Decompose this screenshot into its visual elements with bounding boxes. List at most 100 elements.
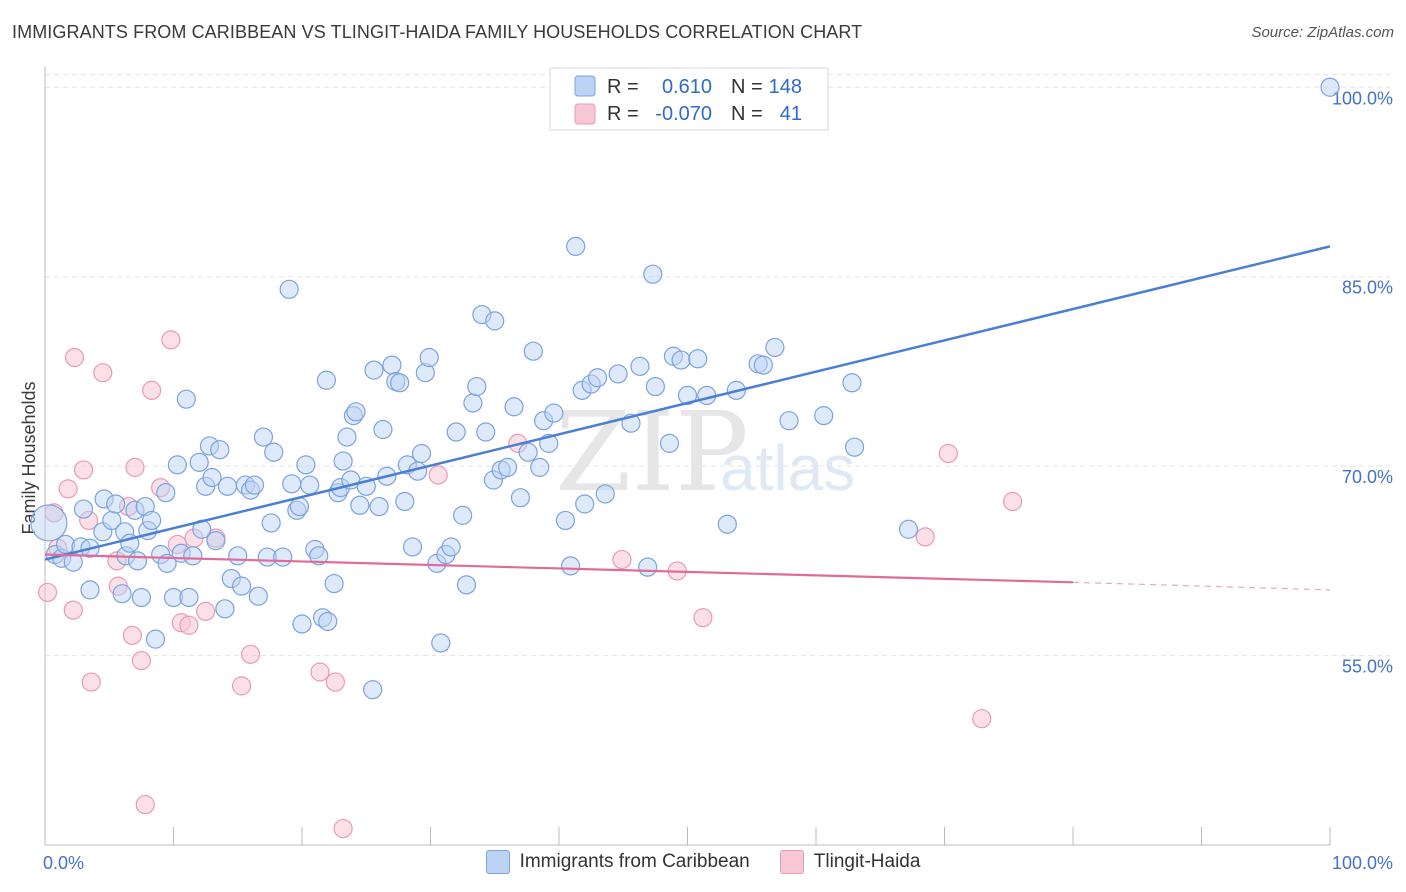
data-point-caribbean: [244, 475, 265, 495]
data-point-tlingit: [693, 608, 713, 628]
data-point-caribbean: [411, 443, 432, 464]
data-point-tlingit: [81, 672, 101, 692]
data-point-caribbean: [206, 531, 226, 551]
data-point-caribbean: [210, 440, 230, 460]
data-point-caribbean: [202, 467, 222, 488]
data-point-tlingit: [612, 549, 632, 570]
data-point-caribbean: [30, 504, 68, 542]
data-point-caribbean: [530, 457, 550, 477]
data-point-caribbean: [587, 368, 608, 388]
data-point-caribbean: [431, 633, 451, 653]
data-point-caribbean: [106, 494, 126, 514]
data-point-caribbean: [217, 476, 238, 496]
series-legend: Immigrants from Caribbean Tlingit-Haida: [0, 850, 1406, 874]
legend-item-tlingit: Tlingit-Haida: [779, 850, 921, 874]
data-point-caribbean: [643, 264, 663, 284]
y-tick-label: 70.0%: [1342, 467, 1393, 487]
legend-n-value-blue: 148: [769, 76, 802, 98]
data-point-caribbean: [273, 547, 293, 567]
legend-n-label: N =: [731, 76, 763, 98]
data-point-tlingit: [122, 625, 142, 645]
data-point-caribbean: [467, 376, 487, 397]
data-point-tlingit: [241, 644, 261, 664]
legend-label-caribbean: Immigrants from Caribbean: [519, 851, 750, 872]
data-point-caribbean: [446, 422, 466, 442]
legend-r-label: R =: [607, 76, 639, 98]
data-point-caribbean: [369, 496, 389, 517]
data-point-tlingit: [179, 615, 199, 635]
data-point-caribbean: [560, 556, 581, 576]
data-point-tlingit: [135, 794, 155, 815]
data-point-caribbean: [765, 337, 785, 358]
data-point-tlingit: [58, 479, 78, 499]
data-point-caribbean: [645, 376, 665, 397]
y-tick-labels: 55.0% 70.0% 85.0% 100.0%: [1332, 88, 1393, 676]
data-point-tlingit: [37, 582, 58, 603]
chart-title: IMMIGRANTS FROM CARIBBEAN VS TLINGIT-HAI…: [12, 22, 863, 42]
data-point-caribbean: [261, 513, 281, 533]
data-point-caribbean: [300, 475, 320, 495]
data-point-caribbean: [333, 451, 353, 471]
data-point-caribbean: [373, 419, 393, 440]
data-point-tlingit: [73, 460, 94, 480]
data-point-caribbean: [390, 373, 410, 393]
watermark-zip: ZIP: [555, 388, 749, 516]
legend-label-tlingit: Tlingit-Haida: [813, 851, 921, 872]
data-point-caribbean: [337, 427, 357, 447]
data-point-caribbean: [575, 494, 595, 514]
data-point-caribbean: [898, 519, 919, 539]
data-point-caribbean: [346, 402, 366, 422]
data-point-caribbean: [638, 557, 658, 577]
data-point-caribbean: [279, 279, 299, 299]
legend-item-caribbean: Immigrants from Caribbean: [485, 850, 750, 874]
legend-swatch-pink: [779, 850, 804, 874]
data-point-caribbean: [844, 437, 865, 457]
data-point-caribbean: [717, 514, 737, 534]
data-point-tlingit: [64, 347, 85, 368]
legend-r-label: R =: [607, 103, 639, 125]
trend-line-tlingit-extension: [1072, 581, 1331, 591]
legend-r-value-pink: -0.070: [655, 103, 712, 125]
gridlines: [45, 74, 1390, 657]
data-point-caribbean: [363, 680, 383, 700]
data-point-caribbean: [510, 488, 531, 508]
data-point-caribbean: [127, 551, 148, 571]
data-point-caribbean: [485, 311, 505, 331]
data-point-caribbean: [419, 347, 439, 368]
data-point-caribbean: [1320, 77, 1340, 97]
data-point-caribbean: [402, 537, 423, 557]
data-point-caribbean: [395, 491, 415, 512]
data-point-caribbean: [688, 349, 708, 369]
data-point-caribbean: [156, 483, 176, 503]
legend-n-value-pink: 41: [780, 103, 802, 125]
data-point-caribbean: [671, 350, 691, 370]
data-point-caribbean: [248, 586, 268, 606]
tlingit-haida-points: [37, 330, 1023, 839]
data-point-caribbean: [232, 576, 252, 596]
legend-swatch-pink: [574, 103, 596, 125]
data-point-caribbean: [350, 495, 370, 515]
data-point-caribbean: [595, 484, 615, 504]
data-point-caribbean: [176, 389, 196, 409]
data-point-caribbean: [167, 455, 187, 475]
data-point-caribbean: [316, 370, 337, 390]
data-point-caribbean: [282, 474, 302, 494]
data-point-caribbean: [73, 499, 94, 519]
y-tick-label: 100.0%: [1332, 88, 1393, 108]
data-point-caribbean: [324, 573, 344, 594]
data-point-caribbean: [498, 457, 518, 477]
data-point-tlingit: [142, 380, 162, 400]
legend-r-value-blue: 0.610: [662, 76, 712, 98]
y-tick-label: 85.0%: [1342, 278, 1393, 298]
data-point-caribbean: [364, 360, 384, 380]
data-point-caribbean: [253, 427, 274, 447]
data-point-caribbean: [456, 575, 477, 595]
data-point-tlingit: [196, 601, 216, 621]
data-point-tlingit: [1003, 491, 1023, 512]
caribbean-points: [30, 77, 1340, 700]
data-point-caribbean: [630, 356, 650, 376]
data-point-caribbean: [228, 546, 248, 566]
data-point-caribbean: [80, 580, 100, 600]
data-point-caribbean: [753, 355, 773, 375]
data-point-caribbean: [608, 364, 628, 384]
